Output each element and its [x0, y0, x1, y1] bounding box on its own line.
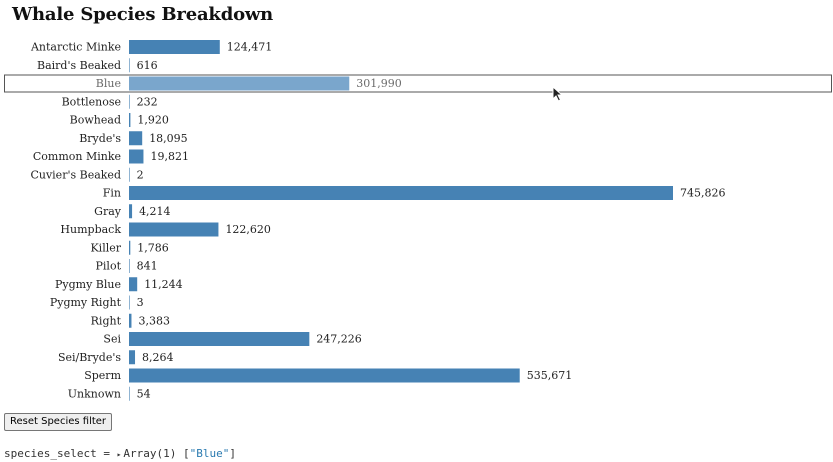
category-label[interactable]: Cuvier's Beaked	[30, 168, 121, 181]
mouse-cursor-icon	[552, 86, 564, 102]
variable-name: species_select	[4, 447, 97, 460]
value-label: 11,244	[144, 278, 183, 291]
value-label: 2	[137, 168, 144, 181]
category-label[interactable]: Sei/Bryde's	[58, 351, 121, 364]
bar[interactable]	[129, 76, 350, 91]
bar[interactable]	[129, 149, 144, 164]
value-label: 124,471	[227, 41, 273, 54]
value-label: 3,383	[138, 314, 170, 327]
bar[interactable]	[129, 186, 673, 200]
chart-title: Whale Species Breakdown	[12, 4, 274, 25]
bar-row-humpback[interactable]: Humpback 122,620	[60, 222, 271, 237]
value-label: 1,920	[137, 114, 169, 127]
bar[interactable]	[129, 58, 130, 73]
category-label[interactable]: Pygmy Right	[50, 296, 122, 309]
bar[interactable]	[129, 240, 131, 255]
array-value: "Blue"	[189, 447, 230, 460]
category-label[interactable]: Fin	[103, 187, 121, 200]
value-label: 232	[137, 95, 158, 108]
bar-row-sei-bryde-s[interactable]: Sei/Bryde's 8,264	[58, 350, 174, 365]
array-type-label[interactable]: Array(1)	[123, 447, 177, 460]
reset-species-filter-button[interactable]: Reset Species filter	[4, 413, 113, 431]
category-label[interactable]: Bowhead	[70, 114, 121, 127]
category-label[interactable]: Baird's Beaked	[37, 59, 121, 72]
bar-row-bottlenose[interactable]: Bottlenose 232	[62, 94, 158, 109]
bar-row-gray[interactable]: Gray 4,214	[94, 204, 171, 219]
bar-row-pilot[interactable]: Pilot 841	[96, 259, 158, 273]
bar-row-unknown[interactable]: Unknown 54	[68, 386, 151, 401]
category-label[interactable]: Common Minke	[33, 150, 121, 163]
bar-row-pygmy-right[interactable]: Pygmy Right 3	[50, 295, 144, 310]
expand-caret-icon[interactable]: ▸	[116, 450, 122, 459]
bar-row-antarctic-minke[interactable]: Antarctic Minke 124,471	[30, 40, 272, 54]
value-label: 4,214	[139, 205, 171, 218]
bar[interactable]	[129, 40, 220, 54]
value-label: 301,990	[356, 77, 402, 90]
category-label[interactable]: Unknown	[68, 387, 121, 400]
value-label: 535,671	[527, 369, 573, 382]
bar-row-bryde-s[interactable]: Bryde's 18,095	[79, 131, 188, 146]
value-label: 745,826	[680, 187, 726, 200]
bar[interactable]	[129, 386, 130, 401]
bar-row-baird-s-beaked[interactable]: Baird's Beaked 616	[37, 58, 158, 73]
category-label[interactable]: Right	[91, 314, 122, 327]
bar[interactable]	[129, 368, 520, 383]
value-label: 1,786	[137, 241, 169, 254]
category-label[interactable]: Sei	[103, 333, 121, 346]
bar[interactable]	[129, 204, 133, 219]
array-close-bracket: ]	[229, 447, 237, 460]
value-label: 247,226	[316, 333, 362, 346]
bar[interactable]	[129, 94, 130, 109]
equals-sign: =	[103, 447, 110, 460]
bar[interactable]	[129, 277, 138, 292]
bar[interactable]	[129, 295, 130, 310]
bar[interactable]	[129, 313, 132, 328]
category-label[interactable]: Bryde's	[79, 132, 121, 145]
bar-row-right[interactable]: Right 3,383	[91, 313, 170, 328]
value-label: 18,095	[149, 132, 188, 145]
category-label[interactable]: Humpback	[60, 223, 121, 236]
bar[interactable]	[129, 259, 130, 273]
bar-row-sperm[interactable]: Sperm 535,671	[84, 368, 573, 383]
bar-row-cuvier-s-beaked[interactable]: Cuvier's Beaked 2	[30, 167, 144, 182]
array-open-bracket: [	[183, 447, 190, 460]
bar-row-bowhead[interactable]: Bowhead 1,920	[70, 113, 169, 127]
bar[interactable]	[129, 350, 136, 365]
category-label[interactable]: Bottlenose	[62, 95, 121, 108]
value-label: 54	[137, 387, 151, 400]
value-label: 841	[137, 260, 158, 273]
selected-row-outline	[4, 74, 832, 93]
category-label[interactable]: Antarctic Minke	[30, 41, 121, 54]
bar[interactable]	[129, 167, 130, 182]
category-label[interactable]: Pygmy Blue	[55, 278, 121, 291]
value-label: 3	[137, 296, 144, 309]
value-label: 122,620	[225, 223, 270, 236]
value-label: 616	[137, 59, 158, 72]
value-label: 19,821	[150, 150, 189, 163]
bar-row-pygmy-blue[interactable]: Pygmy Blue 11,244	[55, 277, 183, 292]
value-label: 8,264	[142, 351, 174, 364]
bar-row-blue[interactable]: Blue 301,990	[4, 74, 832, 93]
species-select-inspector: species_select = ▸ Array(1) ["Blue"]	[4, 447, 236, 460]
category-label[interactable]: Killer	[90, 241, 121, 254]
bar-row-common-minke[interactable]: Common Minke 19,821	[33, 149, 189, 164]
bar[interactable]	[129, 222, 219, 237]
bar-row-sei[interactable]: Sei 247,226	[103, 332, 362, 346]
bar-row-killer[interactable]: Killer 1,786	[90, 240, 169, 255]
bar-row-fin[interactable]: Fin 745,826	[103, 186, 726, 200]
bar[interactable]	[129, 332, 310, 346]
category-label[interactable]: Blue	[96, 77, 121, 90]
bar[interactable]	[129, 113, 131, 127]
category-label[interactable]: Gray	[94, 205, 122, 218]
category-label[interactable]: Sperm	[84, 369, 121, 382]
bar[interactable]	[129, 131, 143, 146]
category-label[interactable]: Pilot	[96, 260, 122, 273]
